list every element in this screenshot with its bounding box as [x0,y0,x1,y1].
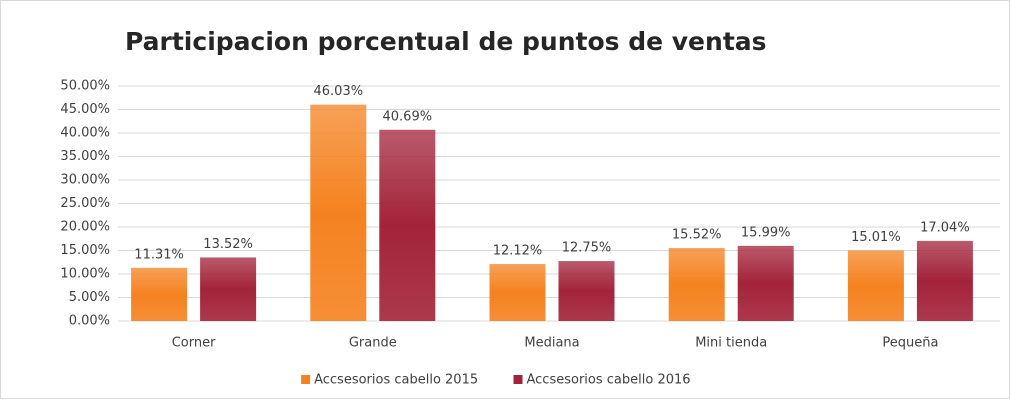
data-label: 13.52% [203,237,253,252]
bar [916,240,973,321]
data-label: 17.04% [920,220,970,235]
bar [131,267,188,321]
y-tick-label: 15.00% [60,243,110,258]
y-tick-label: 40.00% [60,126,110,141]
y-tick-label: 30.00% [60,173,110,188]
x-tick-label: Grande [349,336,397,351]
data-label: 11.31% [134,247,184,262]
legend-label: Accsesorios cabello 2015 [314,373,478,388]
bar [847,250,904,321]
bar [379,129,436,321]
bar [200,257,257,321]
bar [558,261,615,321]
legend-swatch [513,375,523,384]
chart-title: Participacion porcentual de puntos de ve… [125,27,767,56]
y-tick-label: 0.00% [69,314,110,329]
x-tick-label: Mediana [524,336,579,351]
y-tick-label: 35.00% [60,149,110,164]
data-label: 12.75% [562,241,612,256]
y-tick-label: 25.00% [60,196,110,211]
data-label: 46.03% [314,84,364,99]
legend-label: Accsesorios cabello 2016 [527,373,691,388]
bar [737,245,794,321]
y-tick-label: 45.00% [60,102,110,117]
x-tick-label: Pequeña [882,336,938,351]
bar [310,104,367,321]
data-label: 15.99% [741,225,791,240]
x-tick-label: Mini tienda [695,336,767,351]
y-tick-label: 5.00% [69,290,110,305]
bar [668,248,725,321]
y-tick-label: 20.00% [60,220,110,235]
x-tick-label: Corner [172,336,216,351]
data-label: 40.69% [383,109,433,124]
y-tick-label: 50.00% [60,79,110,94]
bar [489,264,546,321]
y-tick-label: 10.00% [60,267,110,282]
data-label: 12.12% [493,244,543,259]
data-label: 15.52% [672,228,722,243]
legend-swatch [301,375,311,384]
data-label: 15.01% [851,230,901,245]
